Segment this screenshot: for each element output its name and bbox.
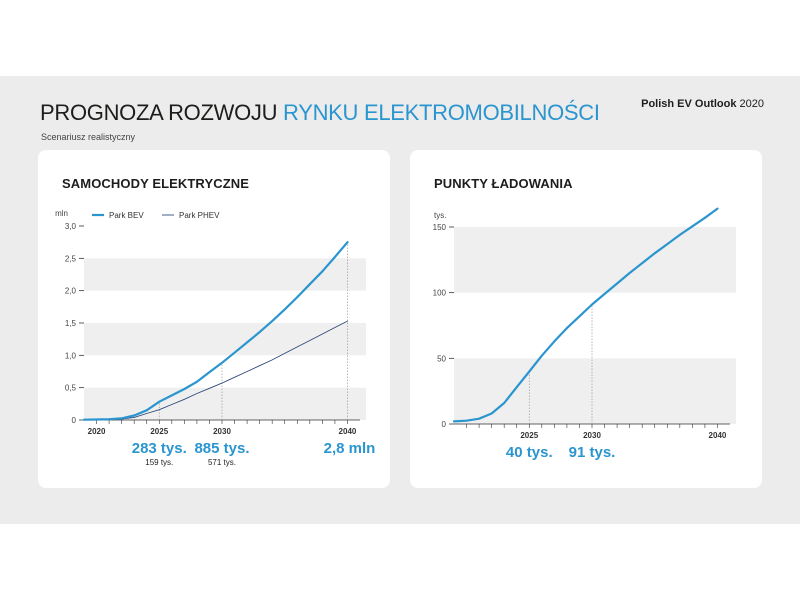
x-tick-label: 2040 (709, 431, 727, 440)
y-tick-label: 100 (433, 289, 447, 298)
grid-band (84, 387, 366, 420)
legend-label: Park BEV (109, 211, 144, 220)
y-tick-label: 0,5 (65, 384, 77, 393)
x-tick-label: 2030 (583, 431, 601, 440)
annotation-value: 91 tys. (569, 444, 616, 461)
ev-chart-card: SAMOCHODY ELEKTRYCZNE 0 0,5 1,0 1,5 2,0 2,5 3,… (38, 150, 390, 488)
annotation-value: 885 tys. (194, 440, 249, 457)
title-part-1: PROGNOZA ROZWOJU (40, 100, 284, 125)
y-tick-label: 50 (437, 354, 446, 363)
ev-chart-title: SAMOCHODY ELEKTRYCZNE (62, 176, 250, 191)
y-tick-label: 0 (442, 420, 447, 429)
series-line-charging-points (452, 207, 719, 423)
annotation-subvalue: 571 tys. (208, 458, 236, 467)
grid-band (454, 358, 736, 424)
grid-band (84, 323, 366, 356)
x-tick-label: 2025 (150, 427, 168, 436)
brand-year: 2020 (736, 98, 764, 110)
y-tick-label: 150 (433, 223, 447, 232)
y-tick-label: 1,5 (65, 319, 77, 328)
grid-band (84, 258, 366, 291)
series-line-phev (83, 320, 348, 421)
grid-band (454, 227, 736, 293)
legend-label: Park PHEV (179, 211, 220, 220)
series-line-bev (82, 241, 349, 421)
y-axis-unit-label: mln (55, 209, 68, 218)
charging-chart-card: PUNKTY ŁADOWANIA 0 50 100 150 tys. 2025 2030 20… (410, 150, 762, 488)
y-tick-label: 2,5 (65, 254, 77, 263)
y-tick-label: 0 (72, 416, 77, 425)
annotation-subvalue: 159 tys. (145, 458, 173, 467)
charging-chart: 0 50 100 150 tys. 2025 2030 2040 40 tys. 91 tys. (433, 207, 736, 461)
y-tick-label: 3,0 (65, 222, 77, 231)
annotation-value: 2,8 mln (324, 440, 376, 457)
page-title: PROGNOZA ROZWOJU RYNKU ELEKTROMOBILNOŚCI (40, 100, 600, 126)
y-axis-unit-label: tys. (434, 211, 446, 220)
brand-label: Polish EV Outlook 2020 (641, 98, 764, 110)
x-tick-label: 2025 (520, 431, 538, 440)
x-tick-label: 2040 (339, 427, 357, 436)
x-tick-label: 2020 (88, 427, 106, 436)
annotation-value: 283 tys. (132, 440, 187, 457)
page-subtitle: Scenariusz realistyczny (41, 132, 136, 142)
ev-chart: 0 0,5 1,0 1,5 2,0 2,5 3,0 mln 2020 2025 2030 2040 Pa… (55, 209, 376, 467)
title-part-2: RYNKU ELEKTROMOBILNOŚCI (283, 100, 600, 125)
charging-chart-title: PUNKTY ŁADOWANIA (434, 176, 573, 191)
y-tick-label: 2,0 (65, 287, 77, 296)
annotation-value: 40 tys. (506, 444, 553, 461)
slide: PROGNOZA ROZWOJU RYNKU ELEKTROMOBILNOŚCI… (0, 76, 800, 524)
x-tick-label: 2030 (213, 427, 231, 436)
brand-name: Polish EV Outlook (641, 98, 737, 110)
y-tick-label: 1,0 (65, 351, 77, 360)
